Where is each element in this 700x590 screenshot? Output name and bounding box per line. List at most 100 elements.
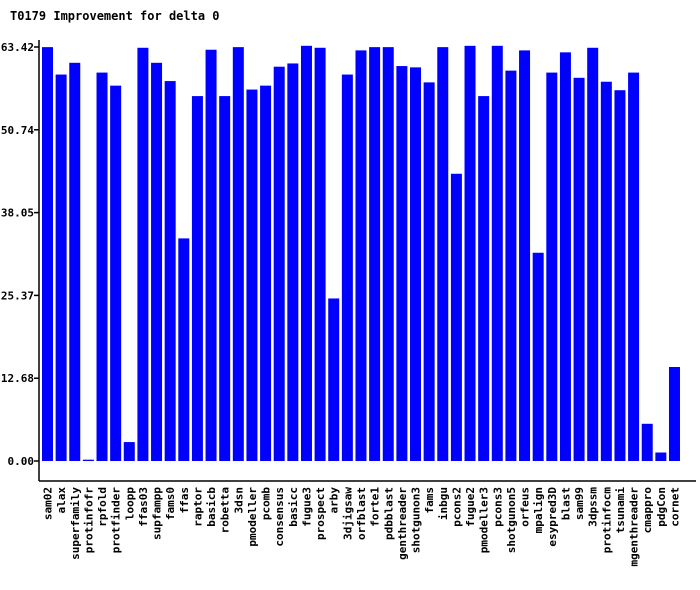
y-tick-label-4: 50.74 — [1, 124, 34, 137]
bar-raptor — [191, 96, 203, 461]
bar-pmodeller3 — [478, 96, 490, 461]
bar-protinfofr — [82, 459, 94, 461]
bar-pcons2 — [450, 173, 462, 461]
axes-group — [38, 40, 696, 482]
bar-3dpssm — [587, 47, 599, 461]
bar-superfamily — [69, 62, 81, 462]
x-label-pcons3: pcons3 — [491, 487, 504, 527]
x-label-inbgu: inbgu — [437, 487, 450, 520]
x-label-3dsn: 3dsn — [232, 487, 245, 514]
x-label-superfamily: superfamily — [69, 487, 82, 560]
x-label-pmodeller3: pmodeller3 — [478, 487, 491, 553]
y-tick-label-2: 25.37 — [1, 289, 34, 302]
x-labels-group: sam02 alax superfamily protinfofr rpfold prot… — [42, 487, 682, 567]
x-label-prospect: prospect — [314, 487, 327, 540]
x-label-sam99: sam99 — [573, 487, 586, 520]
bar-fams0 — [164, 81, 176, 461]
bar-basicc — [287, 63, 299, 461]
x-label-forte1: forte1 — [369, 487, 382, 527]
x-label-mgenthreader: mgenthreader — [628, 487, 641, 567]
x-label-orfeus: orfeus — [519, 487, 532, 527]
bar-orfeus — [519, 50, 531, 461]
x-label-pdgCon: pdgCon — [655, 487, 668, 527]
x-label-mpalign: mpalign — [532, 487, 545, 533]
x-label-supfampp: supfampp — [151, 487, 164, 540]
y-tick-label-0: 0.00 — [8, 455, 35, 468]
bar-alax — [55, 74, 67, 462]
bar-mpalign — [532, 252, 544, 461]
bar-esypred3D — [546, 72, 558, 461]
bar-pdbblast — [382, 47, 394, 461]
bar-basicb — [205, 49, 217, 462]
bar-pcons3 — [491, 45, 503, 461]
bar-shotgunon3 — [410, 67, 422, 462]
y-tick-label-1: 12.68 — [1, 372, 34, 385]
bar-rpfold — [96, 72, 108, 461]
x-label-esypred3D: esypred3D — [546, 487, 559, 547]
y-tick-label-3: 38.05 — [1, 207, 34, 220]
bar-ffas03 — [137, 47, 149, 461]
bar-robetta — [219, 96, 231, 461]
x-label-pcons2: pcons2 — [450, 487, 463, 527]
bar-pcomb — [260, 85, 272, 462]
bar-genthreader — [396, 66, 408, 461]
bar-supfampp — [151, 62, 163, 462]
bar-forte1 — [369, 47, 381, 461]
x-label-consensus: consensus — [273, 487, 286, 547]
bar-consensus — [273, 66, 285, 462]
x-label-fugue3: fugue3 — [300, 487, 313, 527]
x-label-pcomb: pcomb — [260, 487, 273, 520]
x-label-basicb: basicb — [205, 487, 218, 527]
x-label-pmodeller: pmodeller — [246, 487, 259, 547]
x-label-loopp: loopp — [123, 487, 136, 520]
bar-cmappro — [641, 423, 653, 461]
bar-loopp — [123, 442, 135, 461]
bar-protfinder — [110, 85, 122, 462]
bar-blast — [559, 52, 571, 461]
bar-sam99 — [573, 77, 585, 461]
x-label-shotgunon3: shotgunon3 — [410, 487, 423, 553]
bar-protinfocm — [600, 81, 612, 461]
bars-group — [42, 45, 680, 462]
bar-3dsn — [232, 47, 244, 461]
x-label-tsunami: tsunami — [614, 487, 627, 534]
bar-fugue3 — [300, 45, 312, 461]
x-label-ffas: ffas — [178, 487, 191, 514]
bar-cornet — [668, 367, 680, 461]
x-label-orfblast: orfblast — [355, 487, 368, 540]
x-label-3djigsaw: 3djigsaw — [341, 487, 354, 540]
y-ticks-group: 0.00 12.68 25.37 38.05 50.74 63.42 — [1, 41, 39, 468]
bar-prospect — [314, 47, 326, 461]
bar-mgenthreader — [628, 72, 640, 461]
bar-pmodeller — [246, 89, 258, 461]
bar-fams — [423, 82, 435, 461]
x-label-fams: fams — [423, 487, 436, 514]
x-label-blast: blast — [559, 487, 572, 520]
x-label-cornet: cornet — [668, 487, 681, 527]
bar-sam02 — [42, 47, 53, 461]
bar-tsunami — [614, 90, 626, 462]
x-label-protinfocm: protinfocm — [600, 487, 613, 554]
x-label-3dpssm: 3dpssm — [587, 487, 600, 527]
x-label-protfinder: protfinder — [110, 487, 123, 554]
chart-title: T0179 Improvement for delta 0 — [10, 9, 220, 23]
bar-orfblast — [355, 50, 367, 461]
bar-ffas — [178, 238, 190, 461]
x-label-cmappro: cmappro — [641, 487, 654, 534]
bar-shotgunon5 — [505, 70, 517, 461]
x-label-arby: arby — [328, 487, 341, 514]
x-label-fugue2: fugue2 — [464, 487, 477, 527]
x-label-fams0: fams0 — [164, 487, 177, 520]
x-label-genthreader: genthreader — [396, 487, 409, 560]
y-tick-label-5: 63.42 — [1, 41, 34, 54]
x-label-alax: alax — [55, 487, 68, 514]
x-label-rpfold: rpfold — [96, 487, 109, 527]
bar-3djigsaw — [341, 74, 353, 462]
x-label-sam02: sam02 — [42, 487, 55, 520]
bar-inbgu — [437, 47, 449, 461]
bar-arby — [328, 298, 340, 461]
x-label-pdbblast: pdbblast — [382, 487, 395, 540]
x-label-protinfofr: protinfofr — [82, 487, 95, 554]
bar-fugue2 — [464, 45, 476, 461]
